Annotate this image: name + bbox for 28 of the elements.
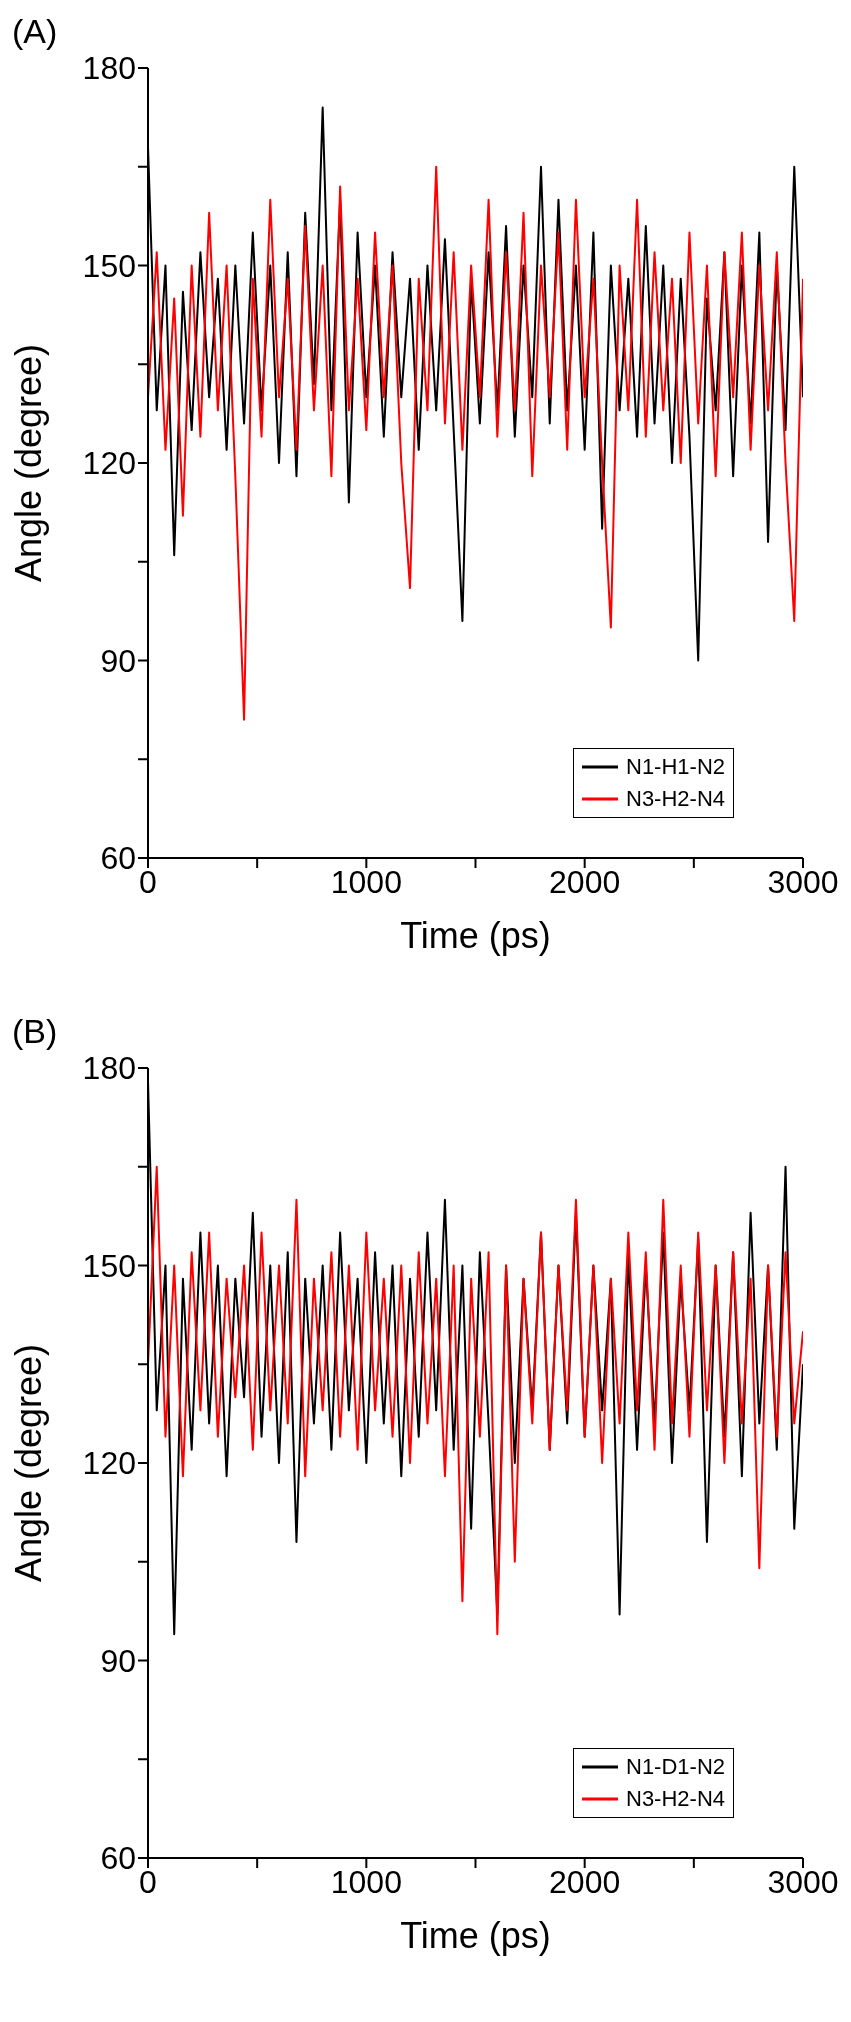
x-tick-label: 0 — [139, 863, 157, 900]
x-axis-title: Time (ps) — [400, 915, 551, 956]
x-tick-label: 2000 — [549, 863, 621, 900]
legend-label: N3-H2-N4 — [626, 1785, 726, 1813]
y-axis-title: Angle (degree) — [7, 1343, 49, 1583]
legend-label: N1-D1-N2 — [626, 1753, 726, 1781]
x-tick-label: 1000 — [330, 863, 402, 900]
y-tick-label: 150 — [82, 247, 136, 284]
y-tick-label: 120 — [82, 1445, 136, 1482]
x-axis-title: Time (ps) — [400, 1915, 551, 1956]
x-tick-label: 0 — [139, 1863, 157, 1900]
x-tick-label: 1000 — [330, 1863, 402, 1900]
legend-label: N3-H2-N4 — [626, 785, 726, 813]
y-axis-title: Angle (degree) — [7, 343, 49, 583]
y-tick-label: 180 — [82, 1050, 136, 1087]
y-tick-label: 90 — [100, 1642, 136, 1679]
x-tick-label: 3000 — [767, 1863, 839, 1900]
y-tick-label: 180 — [82, 50, 136, 87]
chart-title: (A) — [12, 12, 58, 51]
x-tick-label: 2000 — [549, 1863, 621, 1900]
x-tick-label: 3000 — [767, 863, 839, 900]
y-tick-label: 60 — [100, 1840, 136, 1877]
legend-label: N1-H1-N2 — [626, 753, 726, 781]
y-tick-label: 90 — [100, 642, 136, 679]
y-tick-label: 150 — [82, 1247, 136, 1284]
y-tick-label: 60 — [100, 840, 136, 877]
y-tick-label: 120 — [82, 445, 136, 482]
chart-title: (B) — [12, 1012, 58, 1051]
